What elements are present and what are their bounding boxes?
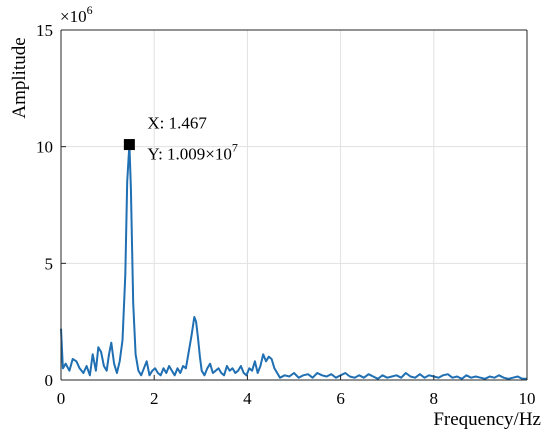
amplitude-series-line [60,143,527,380]
y-tick-label: 5 [45,254,54,273]
y-grid-lines [61,146,527,264]
x-tick-label: 6 [336,389,345,408]
x-grid-lines [153,30,435,380]
x-tick-label: 2 [150,389,159,408]
x-tick-label: 0 [57,389,66,408]
x-tick-label: 8 [430,389,439,408]
y-tick-marks: 0 5 10 15 [36,21,66,390]
datatip-y-text: Y: 1.009×107 [147,141,238,164]
x-tick-label: 10 [519,389,536,408]
datatip-marker[interactable] [123,139,135,151]
x-axis-label: Frequency/Hz [433,409,541,430]
x-tick-marks: 0 2 4 6 8 10 [57,375,536,408]
y-exponent-label: ×106 [60,3,93,26]
datatip-y-exponent: 7 [232,141,238,155]
x-tick-label: 4 [243,389,252,408]
datatip-x-text: X: 1.467 [147,114,207,133]
y-tick-label: 10 [36,138,53,157]
y-axis-label: Amplitude [9,37,30,118]
y-tick-label: 15 [36,21,53,40]
y-tick-label: 0 [45,371,54,390]
y-exponent-power: 6 [87,3,93,17]
plot-area [61,30,527,380]
